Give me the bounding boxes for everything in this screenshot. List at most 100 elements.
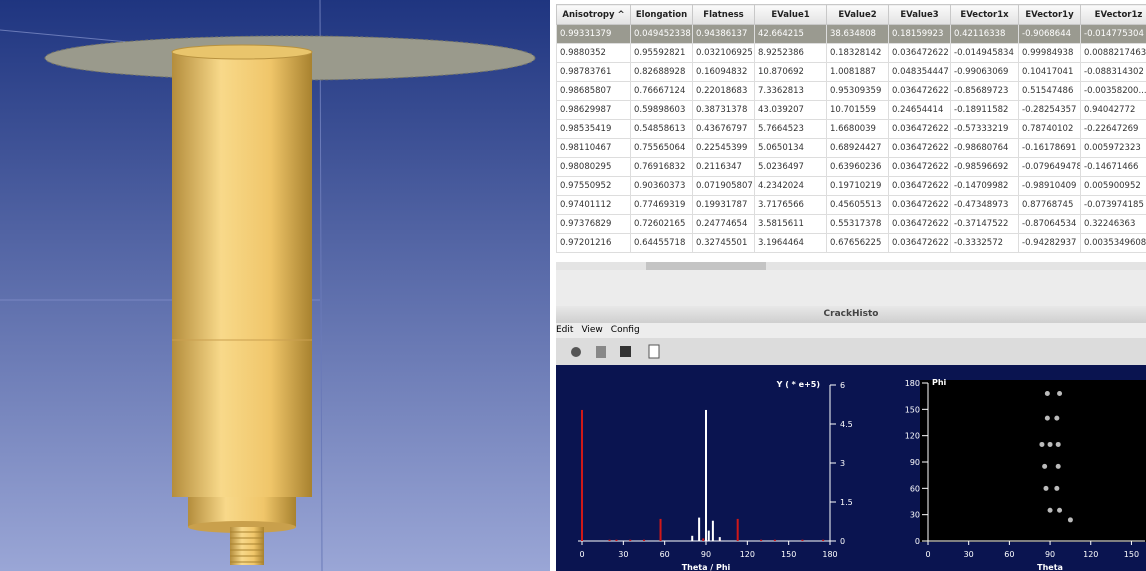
table-cell: 0.94042772 [1081, 101, 1146, 120]
table-cell: 0.97201216 [557, 234, 631, 253]
table-cell: 0.048354447 [889, 63, 951, 82]
table-cell: 10.870692 [755, 63, 827, 82]
table-cell: 0.45605513 [827, 196, 889, 215]
column-header: Anisotropy ^ [557, 5, 631, 25]
y-tick-label: 0 [915, 537, 920, 546]
table-cell: 0.005972323 [1081, 139, 1146, 158]
table-cell: 3.1964464 [755, 234, 827, 253]
bar [609, 540, 611, 541]
table-cell: 0.32246363 [1081, 215, 1146, 234]
screen: Anisotropy ^ElongationFlatnessEValue1EVa… [0, 0, 1146, 571]
menu-item[interactable]: Edit [556, 325, 573, 335]
table-cell: 0.036472622 [889, 158, 951, 177]
table-cell: 0.036472622 [889, 215, 951, 234]
y-axis-title: Y ( * e+5) [776, 380, 820, 389]
table-cell: 1.0081887 [827, 63, 889, 82]
table-cell: 0.16094832 [693, 63, 755, 82]
bar [774, 540, 776, 541]
toolbar [556, 338, 1146, 365]
table-cell: 0.59898603 [631, 101, 693, 120]
x-tick-label: 60 [660, 550, 670, 559]
table-cell: 0.24654414 [889, 101, 951, 120]
scrollbar[interactable] [556, 262, 1146, 270]
x-tick-label: 30 [964, 550, 974, 559]
table-cell: -0.16178691 [1019, 139, 1081, 158]
table-cell: 0.10417041 [1019, 63, 1081, 82]
table-cell: 0.87768745 [1019, 196, 1081, 215]
table-cell: 0.54858613 [631, 120, 693, 139]
bar [691, 536, 693, 541]
table-cell: 0.99331379 [557, 25, 631, 44]
page-icon[interactable] [649, 345, 659, 358]
table-cell: 0.75565064 [631, 139, 693, 158]
x-tick-label: 90 [701, 550, 711, 559]
print-icon[interactable] [596, 346, 606, 358]
scatter-point [1054, 416, 1059, 421]
save-icon[interactable] [620, 346, 631, 357]
table-cell: 3.7176566 [755, 196, 827, 215]
table-cell: 0.036472622 [889, 82, 951, 101]
menu-item[interactable]: View [581, 325, 602, 335]
table-cell: 0.64455718 [631, 234, 693, 253]
table-cell: 0.19710219 [827, 177, 889, 196]
table-cell: 0.2116347 [693, 158, 755, 177]
bar [708, 531, 710, 541]
scatter-point [1057, 508, 1062, 513]
table-cell: 0.049452338 [631, 25, 693, 44]
bar [581, 410, 583, 541]
bar [760, 540, 762, 541]
table-cell: 0.76916832 [631, 158, 693, 177]
column-header: Flatness [693, 5, 755, 25]
table-cell: -0.99063069 [951, 63, 1019, 82]
menu-item[interactable]: Config [611, 325, 640, 335]
x-axis-title: Theta [1037, 563, 1063, 571]
table-cell: 5.0236497 [755, 158, 827, 177]
table-cell: 0.0088217463 [1081, 44, 1146, 63]
table-cell: 0.22545399 [693, 139, 755, 158]
table-cell: -0.87064534 [1019, 215, 1081, 234]
table-cell: 0.24774654 [693, 215, 755, 234]
table-cell: 0.005900952 [1081, 177, 1146, 196]
column-header: EVector1y [1019, 5, 1081, 25]
y-tick-label: 180 [905, 379, 920, 388]
y-tick-label: 1.5 [840, 498, 853, 507]
y-tick-label: 4.5 [840, 420, 853, 429]
table-cell: 0.98110467 [557, 139, 631, 158]
table-cell: 0.036472622 [889, 177, 951, 196]
bar [702, 538, 704, 541]
x-tick-label: 90 [1045, 550, 1055, 559]
bar [660, 519, 662, 541]
scatter-point [1039, 442, 1044, 447]
table-cell: 0.036472622 [889, 120, 951, 139]
table-cell: 0.19931787 [693, 196, 755, 215]
y-tick-label: 3 [840, 459, 845, 468]
table-cell: -0.014945834 [951, 44, 1019, 63]
table-cell: -0.57333219 [951, 120, 1019, 139]
bar [705, 410, 707, 541]
table-cell: 0.97376829 [557, 215, 631, 234]
x-tick-label: 0 [925, 550, 930, 559]
table-cell: 0.97401112 [557, 196, 631, 215]
column-header: EValue1 [755, 5, 827, 25]
table-cell: 0.97550952 [557, 177, 631, 196]
scatter-point [1045, 416, 1050, 421]
y-tick-label: 120 [905, 432, 920, 441]
table-cell: 0.99984938 [1019, 44, 1081, 63]
table-cell: 5.7664523 [755, 120, 827, 139]
table-cell: 0.036472622 [889, 139, 951, 158]
table-cell: -0.9068644 [1019, 25, 1081, 44]
table-cell: 0.77469319 [631, 196, 693, 215]
table-cell: -0.14709982 [951, 177, 1019, 196]
view-icon[interactable] [571, 347, 581, 357]
table-cell: -0.00358200... [1081, 82, 1146, 101]
table-cell: 0.98629987 [557, 101, 631, 120]
window-title: CrackHisto [556, 306, 1146, 323]
table-cell: 0.90360373 [631, 177, 693, 196]
scatter-point [1068, 517, 1073, 522]
